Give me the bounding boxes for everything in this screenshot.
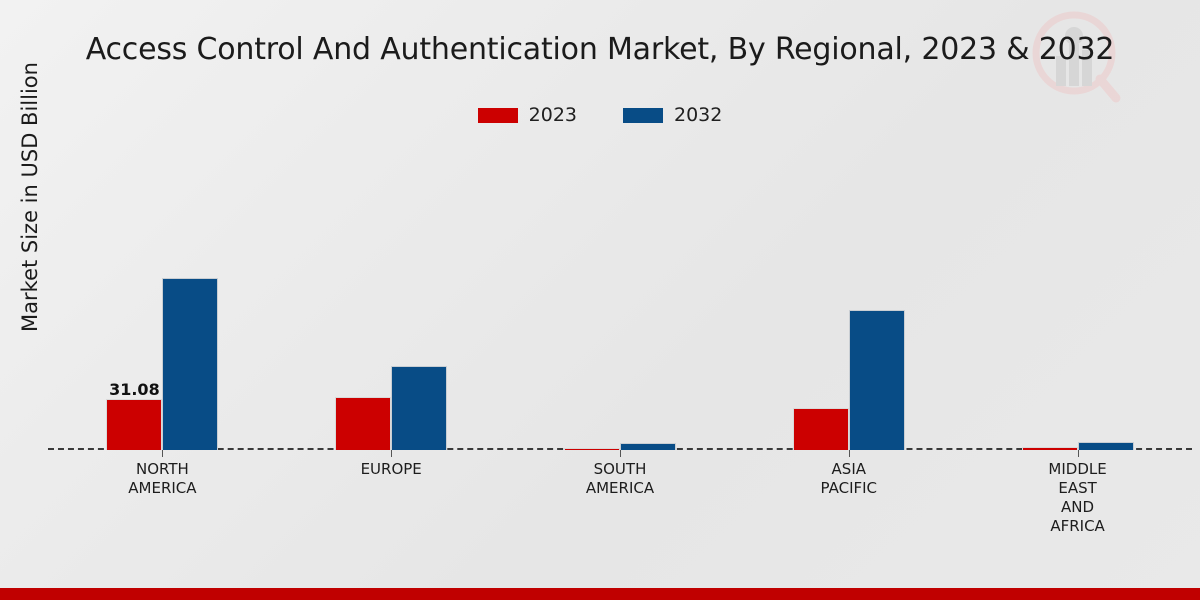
x-axis-tick bbox=[391, 450, 393, 457]
legend-swatch-2023 bbox=[477, 107, 518, 123]
x-axis-tick bbox=[848, 450, 850, 457]
bar-value-label-north-america: 31.08 bbox=[109, 380, 160, 400]
x-axis-tick bbox=[1077, 450, 1079, 457]
x-axis-label-asia-pacific: ASIA PACIFIC bbox=[820, 460, 878, 497]
x-axis-label-south-america: SOUTH AMERICA bbox=[585, 460, 655, 497]
bar-2023-asia-pacific[interactable] bbox=[792, 408, 849, 450]
bar-group-asia-pacific: ASIA PACIFIC bbox=[734, 168, 963, 497]
legend-item-2032[interactable]: 2032 bbox=[623, 104, 722, 126]
chart-legend: 2023 2032 bbox=[0, 104, 1200, 126]
x-axis-label-north-america: NORTH AMERICA bbox=[128, 460, 197, 497]
bar-group-south-america: SOUTH AMERICA bbox=[506, 168, 735, 497]
x-axis-tick bbox=[619, 450, 621, 457]
bar-2032-middle-east-and-africa[interactable] bbox=[1077, 441, 1134, 450]
bar-group-north-america: 31.08 NORTH AMERICA bbox=[48, 168, 277, 497]
bar-2023-europe[interactable] bbox=[335, 397, 392, 450]
bar-2023-north-america[interactable]: 31.08 bbox=[106, 380, 163, 450]
bar-2032-north-america[interactable] bbox=[162, 278, 219, 450]
y-axis-title: Market Size in USD Billion bbox=[18, 62, 42, 332]
legend-swatch-2032 bbox=[623, 107, 663, 123]
bar-2023-middle-east-and-africa[interactable] bbox=[1021, 447, 1078, 450]
bar-2032-europe[interactable] bbox=[391, 366, 448, 450]
bar-2023-south-america[interactable] bbox=[563, 448, 620, 450]
bar-group-europe: EUROPE bbox=[277, 168, 506, 478]
bar-2032-asia-pacific[interactable] bbox=[848, 310, 905, 450]
chart-title: Access Control And Authentication Market… bbox=[85, 32, 1115, 67]
bar-group-middle-east-and-africa: MIDDLE EAST AND AFRICA bbox=[963, 168, 1192, 535]
bar-2032-south-america[interactable] bbox=[619, 442, 676, 450]
legend-item-2023[interactable]: 2023 bbox=[477, 104, 577, 126]
x-axis-label-europe: EUROPE bbox=[360, 460, 422, 478]
legend-label-2032: 2032 bbox=[674, 104, 723, 126]
legend-label-2023: 2023 bbox=[528, 104, 577, 126]
x-axis-tick bbox=[162, 450, 164, 457]
footer-accent-strip bbox=[0, 588, 1200, 600]
plot-area: 31.08 NORTH AMERICA EUROPE SOUTH AMERICA bbox=[48, 168, 1192, 535]
x-axis-label-middle-east-and-africa: MIDDLE EAST AND AFRICA bbox=[1048, 460, 1107, 535]
